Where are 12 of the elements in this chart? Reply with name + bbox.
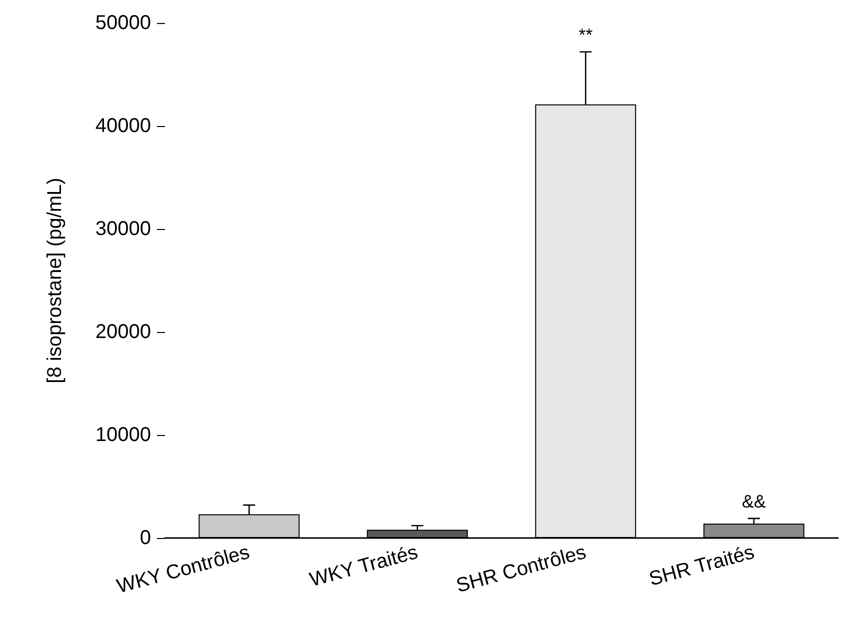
x-tick-label: WKY Traités — [308, 541, 420, 592]
y-tick-label: 20000 — [95, 321, 151, 343]
annotation: ** — [578, 24, 593, 45]
y-tick-label: 40000 — [95, 115, 151, 137]
x-tick-label: SHR Contrôles — [454, 541, 588, 598]
y-tick-label: 10000 — [95, 424, 151, 446]
y-tick-label: 30000 — [95, 218, 151, 240]
x-tick-label: SHR Traités — [646, 541, 757, 591]
annotation: && — [742, 491, 766, 512]
y-tick-label: 0 — [140, 527, 151, 549]
y-axis-title: [8 isoprostane] (pg/mL) — [44, 178, 66, 384]
y-tick-label: 50000 — [95, 12, 151, 34]
